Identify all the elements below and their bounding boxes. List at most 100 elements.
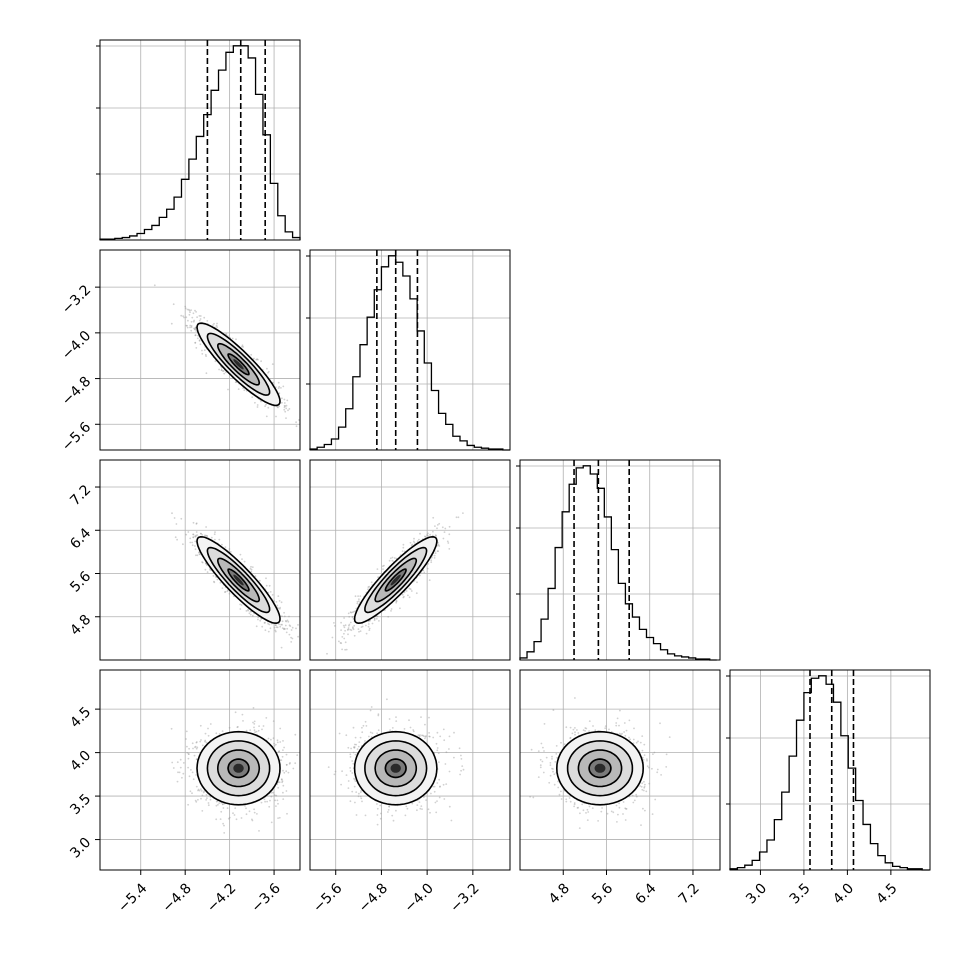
scatter-point [288, 633, 291, 636]
scatter-point [277, 595, 280, 597]
scatter-point [205, 355, 208, 357]
scatter-point [255, 358, 258, 361]
scatter-point [345, 648, 348, 651]
scatter-point [185, 533, 188, 536]
scatter-point [443, 531, 446, 533]
scatter-point [217, 803, 219, 806]
scatter-point [253, 723, 256, 725]
scatter-point [223, 372, 226, 375]
scatter-point [331, 636, 334, 639]
scatter-point [347, 612, 350, 615]
scatter-point [290, 641, 293, 643]
scatter-point [187, 531, 190, 533]
scatter-point [284, 405, 287, 407]
scatter-point [265, 403, 267, 406]
scatter-point [222, 370, 224, 372]
scatter-point [218, 368, 221, 371]
scatter-point [333, 625, 336, 627]
scatter-point [354, 595, 357, 598]
scatter-point [250, 568, 253, 571]
scatter-point [283, 402, 286, 404]
scatter-point [184, 307, 187, 310]
scatter-point [368, 629, 371, 631]
scatter-point [176, 538, 179, 541]
scatter-point [390, 610, 392, 612]
scatter-point [295, 425, 298, 428]
scatter-point [194, 545, 196, 547]
scatter-point [219, 818, 222, 820]
density-panel-3-0 [99, 669, 301, 871]
scatter-point [185, 730, 188, 733]
scatter-point [215, 324, 218, 327]
scatter-point [251, 614, 254, 617]
scatter-point [402, 546, 405, 549]
scatter-point [388, 559, 391, 562]
scatter-point [253, 720, 256, 723]
scatter-point [203, 349, 206, 352]
scatter-point [187, 319, 189, 322]
scatter-point [205, 372, 208, 375]
scatter-point [448, 533, 451, 536]
scatter-point [255, 625, 258, 628]
scatter-point [257, 358, 259, 361]
scatter-point [349, 611, 352, 614]
scatter-point [172, 303, 175, 306]
scatter-point [344, 648, 346, 651]
scatter-point [378, 620, 380, 622]
scatter-point [192, 533, 195, 536]
scatter-point [432, 530, 434, 533]
scatter-point [194, 334, 197, 337]
scatter-point [279, 625, 282, 628]
scatter-point [263, 622, 266, 624]
scatter-point [195, 554, 197, 557]
scatter-point [280, 601, 283, 604]
scatter-point [275, 805, 277, 807]
scatter-point [281, 397, 283, 400]
scatter-point [184, 305, 187, 308]
scatter-point [234, 711, 237, 714]
scatter-point [295, 627, 297, 630]
scatter-point [189, 790, 192, 793]
scatter-point [182, 762, 185, 764]
scatter-point [265, 577, 267, 580]
scatter-point [191, 544, 194, 547]
scatter-point [192, 320, 195, 323]
scatter-point [182, 772, 185, 775]
scatter-point [207, 804, 210, 807]
scatter-point [401, 593, 404, 596]
scatter-point [185, 738, 187, 740]
scatter-point [271, 594, 274, 596]
histogram-panel-1 [306, 249, 511, 451]
scatter-point [188, 775, 191, 778]
scatter-point [235, 338, 237, 341]
scatter-point [186, 324, 188, 327]
scatter-point [430, 559, 433, 562]
scatter-point [253, 357, 255, 360]
scatter-point [228, 592, 231, 595]
scatter-point [245, 813, 248, 816]
scatter-point [247, 608, 250, 611]
scatter-point [268, 584, 271, 587]
scatter-point [267, 370, 270, 373]
scatter-point [367, 588, 369, 591]
scatter-point [201, 561, 204, 564]
scatter-point [273, 626, 276, 629]
scatter-point [201, 744, 204, 747]
scatter-point [387, 615, 390, 618]
scatter-point [226, 590, 229, 593]
scatter-point [244, 805, 246, 807]
scatter-point [383, 564, 385, 567]
scatter-point [424, 535, 426, 538]
scatter-point [403, 595, 405, 598]
histogram-bars [729, 675, 930, 871]
scatter-point [343, 617, 345, 619]
scatter-point [243, 560, 246, 563]
scatter-point [191, 316, 194, 319]
scatter-point [192, 521, 195, 524]
scatter-point [192, 747, 194, 750]
scatter-point [342, 624, 345, 627]
scatter-point [271, 363, 274, 365]
scatter-point [204, 732, 207, 735]
scatter-point [434, 552, 437, 555]
scatter-point [194, 327, 197, 329]
